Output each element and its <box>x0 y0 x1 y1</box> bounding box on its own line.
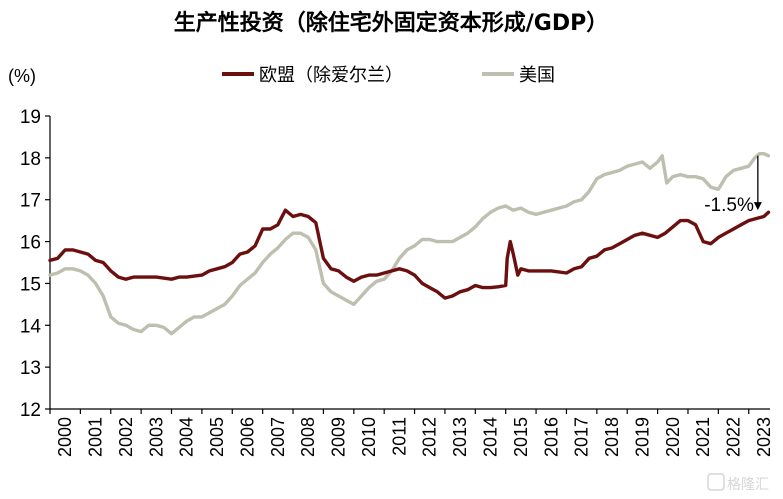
x-axis: 2000 2001 2002 2003 2004 2005 2006 2007 2008 2009… <box>49 408 774 457</box>
y-tick-label: 15 <box>20 274 41 295</box>
watermark-logo: 格隆汇 <box>707 473 769 493</box>
x-tick-label: 2010 <box>359 417 379 457</box>
x-tick-label: 2021 <box>693 417 713 457</box>
x-tick-label: 2007 <box>268 417 288 457</box>
y-tick-label: 17 <box>20 191 41 212</box>
x-tick-label: 2004 <box>177 417 197 457</box>
x-tick-label: 2018 <box>602 417 622 457</box>
x-tick-label: 2017 <box>572 417 592 457</box>
x-tick-label: 2012 <box>420 417 440 457</box>
annotation-label: -1.5% <box>704 195 754 216</box>
watermark-icon <box>707 473 725 491</box>
y-axis: 12 13 14 15 16 17 18 19 <box>20 107 51 421</box>
x-tick-label: 2014 <box>481 417 501 457</box>
x-tick-label: 2008 <box>298 417 318 457</box>
y-tick-label: 12 <box>20 400 41 421</box>
legend-label-us: 美国 <box>519 65 555 86</box>
series-layer <box>48 151 771 336</box>
x-tick-label: 2011 <box>389 417 409 456</box>
x-tick-label: 2001 <box>86 417 106 457</box>
x-tick-label: 2023 <box>754 417 774 457</box>
annotation-arrow-head <box>753 202 762 211</box>
x-tick-label: 2002 <box>116 417 136 457</box>
y-tick-label: 13 <box>20 358 41 379</box>
legend: 欧盟（除爱尔兰） 美国 <box>222 65 555 86</box>
x-tick-label: 2019 <box>632 417 652 457</box>
annotation: -1.5% <box>704 155 762 216</box>
y-tick-label: 16 <box>20 233 41 254</box>
x-tick-label: 2000 <box>55 417 75 457</box>
x-tick-label: 2016 <box>541 417 561 457</box>
x-tick-label: 2003 <box>146 417 166 457</box>
y-tick-label: 18 <box>20 149 41 170</box>
x-tick-label: 2015 <box>511 417 531 457</box>
series-line-us <box>48 151 771 336</box>
x-tick-label: 2009 <box>329 417 349 457</box>
x-tick-label: 2020 <box>663 417 683 457</box>
x-tick-label: 2005 <box>207 417 227 457</box>
x-tick-label: 2013 <box>450 417 470 457</box>
y-axis-unit: (%) <box>8 66 36 86</box>
chart-title: 生产性投资（除住宅外固定资本形成/GDP） <box>174 10 608 36</box>
y-tick-label: 19 <box>20 107 41 128</box>
y-tick-label: 14 <box>20 316 42 337</box>
series-line-eu <box>48 208 771 300</box>
x-tick-label: 2022 <box>724 417 744 457</box>
x-tick-label: 2006 <box>237 417 257 457</box>
watermark-text: 格隆汇 <box>727 477 769 493</box>
legend-label-eu: 欧盟（除爱尔兰） <box>259 65 403 86</box>
